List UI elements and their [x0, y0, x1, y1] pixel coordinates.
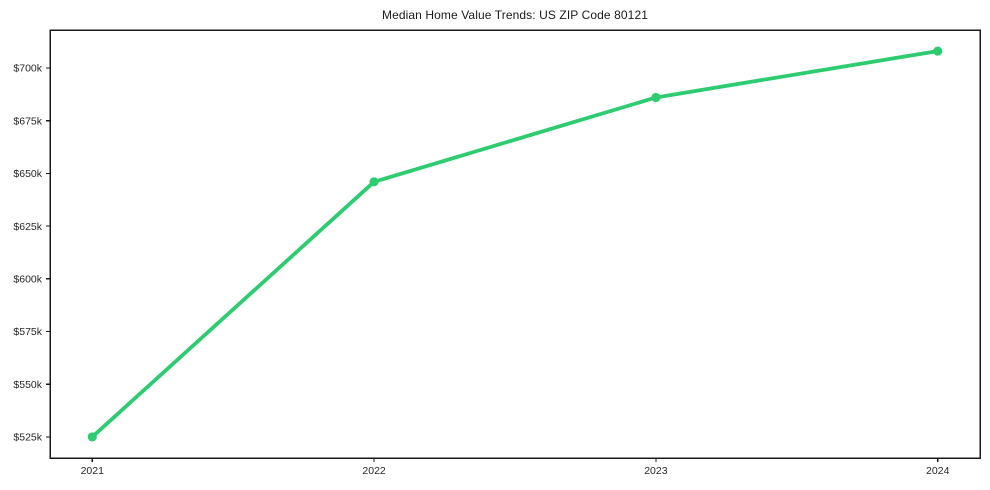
x-tick-label: 2024 — [926, 465, 950, 477]
data-point-2021 — [87, 432, 97, 442]
y-tick-label: $625k — [13, 221, 42, 233]
x-tick-label: 2023 — [644, 465, 668, 477]
x-tick-label: 2022 — [362, 465, 386, 477]
y-tick-label: $700k — [13, 63, 42, 75]
y-tick-label: $525k — [13, 432, 42, 444]
x-tick-label: 2021 — [81, 465, 105, 477]
y-tick-label: $600k — [13, 273, 42, 285]
chart-title: Median Home Value Trends: US ZIP Code 80… — [381, 8, 648, 22]
y-tick-label: $575k — [13, 326, 42, 338]
trend-line — [90, 49, 940, 439]
y-tick-label: $675k — [13, 115, 42, 127]
plot-frame — [49, 29, 981, 459]
y-tick-label: $550k — [13, 379, 42, 391]
data-point-2022 — [369, 177, 379, 187]
data-point-2023 — [651, 92, 661, 103]
y-tick-label: $650k — [13, 168, 42, 180]
data-point-2024 — [933, 46, 943, 56]
